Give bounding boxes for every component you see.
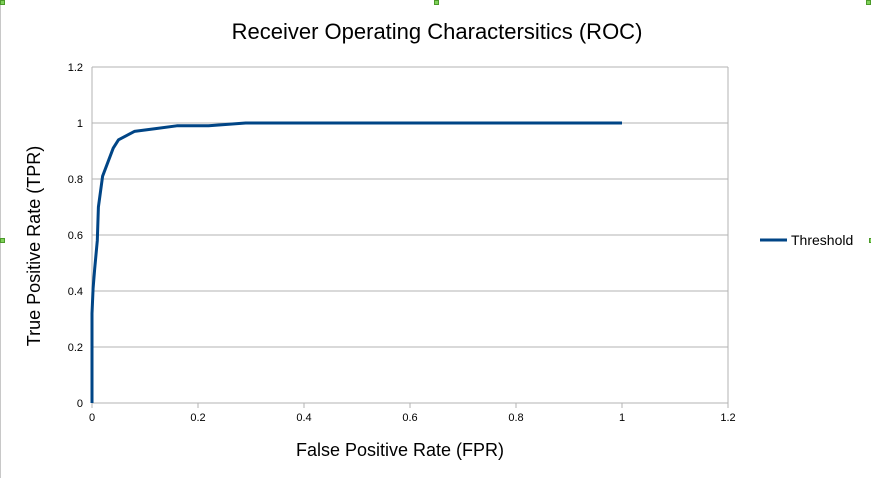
x-tick-label: 1 [619, 412, 625, 424]
x-tick-label: 0.8 [508, 412, 523, 424]
y-tick-label: 1.2 [68, 62, 83, 74]
x-tick-label: 0 [89, 412, 95, 424]
selection-handle[interactable] [869, 238, 871, 243]
selection-handle[interactable] [0, 238, 5, 243]
x-tick-label: 0.4 [296, 412, 311, 424]
y-tick-label: 1 [77, 118, 83, 130]
x-axis-label: False Positive Rate (FPR) [296, 440, 504, 460]
y-tick-label: 0.8 [68, 174, 83, 186]
y-tick-label: 0 [77, 398, 83, 410]
y-tick-label: 0.6 [68, 230, 83, 242]
x-tick-label: 0.2 [190, 412, 205, 424]
selection-handle[interactable] [434, 0, 439, 5]
tick-labels: 0 0.2 0.4 0.6 0.8 1 1.2 0 0.2 0.4 0.6 0.8 1 1.2 [68, 62, 736, 424]
legend: Threshold [760, 232, 853, 248]
series-line-threshold [90, 121, 622, 403]
x-tick-label: 1.2 [720, 412, 735, 424]
y-tick-label: 0.2 [68, 342, 83, 354]
series-layer [90, 121, 622, 403]
legend-label-threshold: Threshold [791, 232, 853, 248]
grid-lines [92, 66, 728, 404]
y-tick-label: 0.4 [68, 286, 83, 298]
selection-handle[interactable] [0, 0, 5, 5]
axes [91, 67, 729, 408]
x-tick-label: 0.6 [402, 412, 417, 424]
y-axis-label: True Positive Rate (TPR) [24, 146, 44, 346]
chart-title: Receiver Operating Charactersitics (ROC) [232, 19, 643, 44]
